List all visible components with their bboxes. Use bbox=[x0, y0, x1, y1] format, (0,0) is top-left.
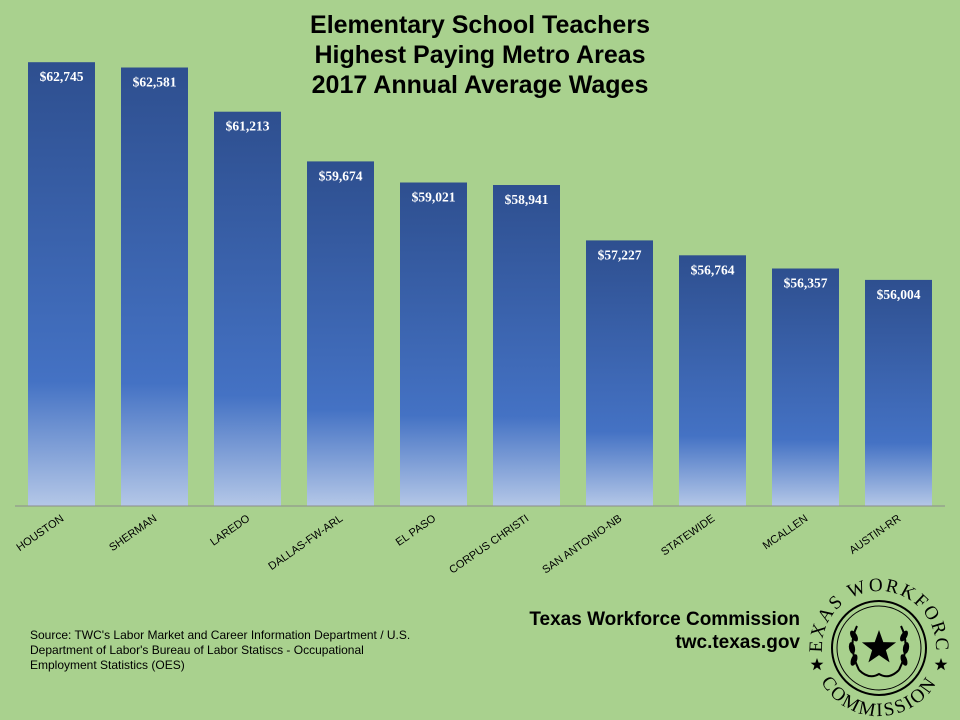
bar-el-paso bbox=[400, 182, 467, 506]
data-label: $56,357 bbox=[784, 276, 828, 291]
twc-seal-logo: TEXAS WORKFORCE COMMISSION bbox=[805, 578, 950, 718]
seal-wreath-leaves bbox=[848, 630, 910, 666]
bar-chart: $62,745 HOUSTON $62,581 SHERMAN $61,213 LARED… bbox=[14, 62, 945, 577]
x-tick-label: STATEWIDE bbox=[659, 513, 717, 559]
data-label: $59,021 bbox=[412, 190, 456, 205]
source-note: Source: TWC's Labor Market and Career In… bbox=[30, 628, 411, 672]
data-label: $58,941 bbox=[505, 192, 549, 207]
bar-houston bbox=[28, 62, 95, 506]
x-tick-label: SAN ANTONIO-NB bbox=[540, 513, 624, 577]
data-label: $61,213 bbox=[226, 119, 270, 134]
org-name: Texas Workforce Commission bbox=[529, 609, 800, 630]
x-tick-label: EL PASO bbox=[394, 512, 439, 548]
chart-title-line-3: 2017 Annual Average Wages bbox=[311, 71, 649, 99]
data-label: $57,227 bbox=[598, 247, 642, 262]
x-tick-label: HOUSTON bbox=[14, 513, 66, 554]
chart-title-line-1: Elementary School Teachers bbox=[310, 11, 650, 39]
seal-outer-ring bbox=[831, 600, 927, 696]
seal-center-star-icon bbox=[861, 630, 897, 663]
x-tick-label: MCALLEN bbox=[761, 513, 810, 553]
x-tick-label: LAREDO bbox=[208, 512, 252, 548]
bar-dallas-fw-arl bbox=[307, 161, 374, 506]
x-tick-label: DALLAS-FW-ARL bbox=[266, 513, 345, 573]
x-tick-label: CORPUS CHRISTI bbox=[447, 513, 531, 577]
bar-sherman bbox=[121, 67, 188, 506]
bar-san-antonio-nb bbox=[586, 240, 653, 506]
bar-austin-rr bbox=[865, 279, 932, 506]
bar-corpus-christi bbox=[493, 185, 560, 506]
x-tick-label: SHERMAN bbox=[107, 513, 159, 554]
data-label: $62,745 bbox=[40, 69, 84, 84]
data-label: $59,674 bbox=[319, 168, 363, 183]
data-label: $56,004 bbox=[877, 287, 921, 302]
x-tick-label: AUSTIN-RR bbox=[847, 513, 903, 557]
seal-right-star-icon bbox=[934, 658, 948, 671]
bar-mcallen bbox=[772, 268, 839, 506]
chart-title: Elementary School Teachers Highest Payin… bbox=[0, 10, 960, 100]
branding: Texas Workforce Commission twc.texas.gov bbox=[529, 608, 800, 654]
bars-layer bbox=[28, 62, 932, 506]
seal-left-star-icon bbox=[810, 658, 824, 671]
data-label: $56,764 bbox=[691, 262, 735, 277]
bar-laredo bbox=[214, 111, 281, 506]
bar-statewide bbox=[679, 255, 746, 506]
chart-title-line-2: Highest Paying Metro Areas bbox=[314, 41, 646, 69]
website-text: twc.texas.gov bbox=[675, 632, 800, 653]
seal-inner-ring bbox=[836, 605, 922, 691]
data-label: $62,581 bbox=[133, 75, 177, 90]
